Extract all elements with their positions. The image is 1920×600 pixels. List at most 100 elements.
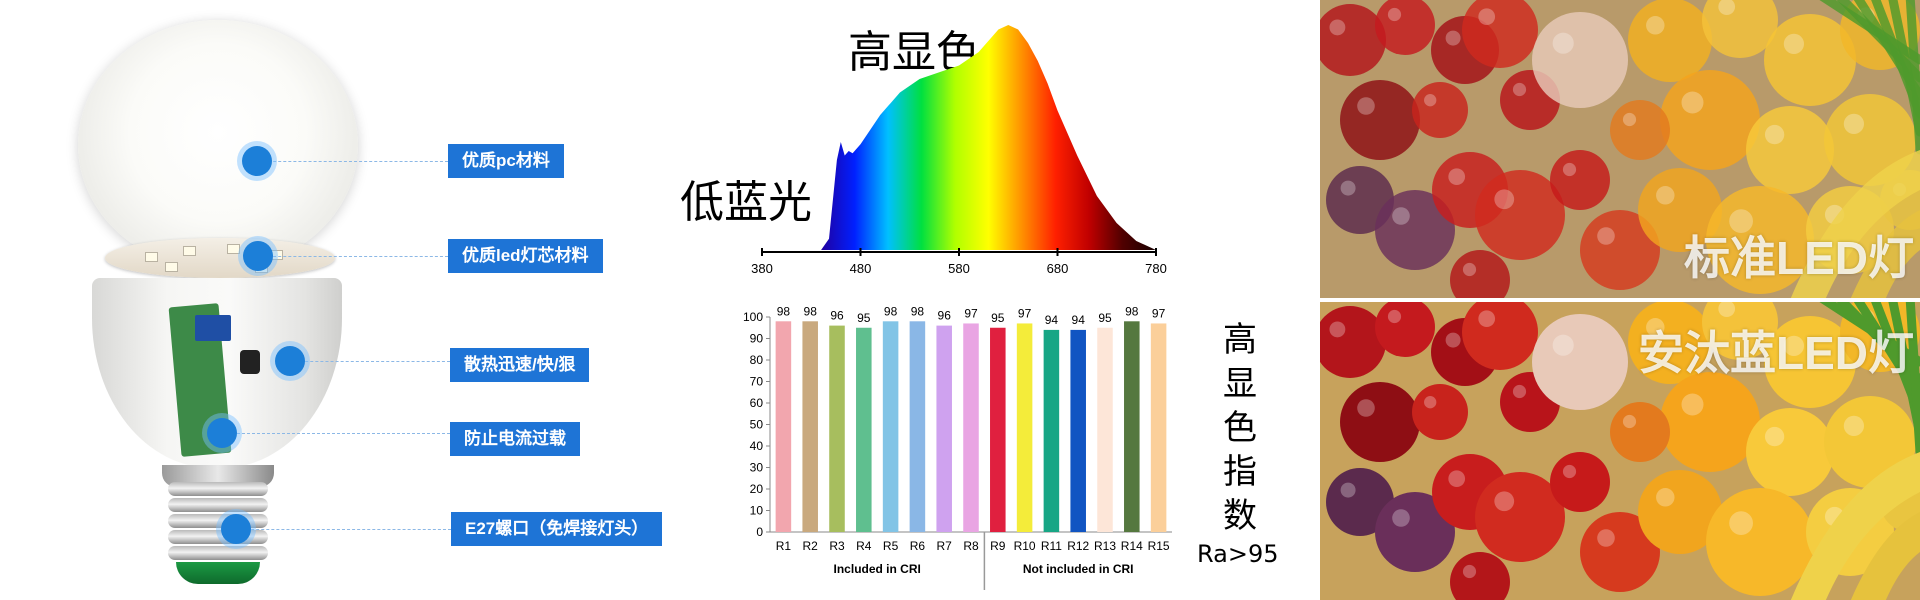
bar-r13 (1097, 327, 1113, 532)
callout-dot (207, 418, 237, 448)
callout-heat-dissipation: 散热迅速/快/狠 (450, 348, 590, 382)
y-tick-label: 10 (750, 504, 764, 518)
standard-led-label: 标准LED灯 (1684, 232, 1914, 284)
fruit-highlight (1424, 94, 1437, 107)
cri-vertical-title: 高显色指数 (1223, 320, 1257, 536)
fruit-highlight (1718, 0, 1736, 16)
banana (1790, 452, 1920, 600)
fruit-highlight (1552, 334, 1574, 356)
fruit-photo-antailan-led: 安汰蓝LED灯 (1320, 302, 1920, 600)
category-label: R5 (883, 539, 899, 553)
fruit-shape (1375, 492, 1455, 572)
fruit-shape (1706, 488, 1814, 596)
x-tick-label: 380 (751, 261, 773, 276)
green-bean (1905, 0, 1920, 155)
fruit-highlight (1681, 91, 1704, 114)
fruit-shape (1746, 106, 1834, 194)
green-bean (1905, 302, 1920, 457)
fruit-shape (1660, 70, 1760, 170)
fruit-highlight (1622, 414, 1637, 429)
bar-value-label: 98 (884, 304, 898, 318)
fruit-shape (1824, 94, 1916, 186)
fruit-highlight (1392, 509, 1410, 527)
spectrum-chart: 380 480 580 680 780 (751, 25, 1167, 276)
antailan-led-label: 安汰蓝LED灯 (1638, 327, 1914, 379)
fruit-shape (1475, 170, 1565, 260)
category-label: R4 (856, 539, 872, 553)
callout-dot (242, 146, 272, 176)
x-tick-label: 480 (850, 261, 872, 276)
fruit-shape (1532, 314, 1628, 410)
y-tick-label: 100 (743, 310, 763, 324)
low-blue-heading: 低蓝光 (680, 177, 812, 228)
bar-value-label: 98 (777, 304, 791, 318)
leader-line (290, 361, 450, 362)
bar-value-label: 94 (1072, 313, 1086, 327)
y-tick-label: 40 (750, 439, 764, 453)
fruit-shape (1702, 302, 1778, 360)
bar-value-label: 94 (1045, 313, 1059, 327)
fruit-highlight (1478, 310, 1496, 328)
fruit-highlight (1392, 207, 1410, 225)
bar-r11 (1043, 329, 1060, 532)
screw-thread (168, 498, 268, 512)
screw-thread (168, 482, 268, 496)
category-label: R8 (963, 539, 979, 553)
fruit-highlight (1448, 168, 1466, 186)
fruit-highlight (1512, 82, 1527, 97)
fruit-highlight (1387, 7, 1402, 22)
fruit-highlight (1478, 8, 1496, 26)
fruit-shape (1462, 302, 1538, 370)
fruit-highlight (1424, 396, 1437, 409)
fruit-highlight (1329, 19, 1346, 36)
fruit-shape (1638, 470, 1722, 554)
x-tick-label: 780 (1145, 261, 1167, 276)
bar-value-label: 98 (911, 304, 925, 318)
fruit-shape (1412, 384, 1468, 440)
fruit-shape (1580, 512, 1660, 592)
fruit-highlight (1340, 482, 1356, 498)
bar-r4 (856, 327, 872, 532)
led-board (105, 238, 335, 278)
bulb-contact-tip (176, 562, 260, 584)
transformer (195, 315, 231, 341)
bar-value-label: 96 (830, 309, 844, 323)
bar-value-label: 95 (1098, 311, 1112, 325)
fruit-shape (1550, 452, 1610, 512)
bar-r9 (990, 327, 1006, 532)
fruit-shape (1340, 80, 1420, 160)
banana (1850, 512, 1920, 600)
callout-led-core: 优质led灯芯材料 (448, 239, 603, 273)
capacitor (240, 350, 260, 374)
y-tick-label: 60 (750, 396, 764, 410)
fruit-shape (1475, 472, 1565, 562)
fruit-highlight (1340, 180, 1356, 196)
fruit-shape (1326, 468, 1394, 536)
bar-r2 (802, 321, 818, 532)
category-label: R14 (1121, 539, 1143, 553)
fruit-shape (1706, 186, 1814, 294)
fruit-highlight (1597, 227, 1615, 245)
category-label: R15 (1148, 539, 1170, 553)
fruit-shape (1532, 12, 1628, 108)
category-label: R7 (937, 539, 953, 553)
fruit-highlight (1357, 97, 1375, 115)
bar-r5 (882, 321, 899, 532)
fruit-shape (1326, 166, 1394, 234)
category-label: R2 (803, 539, 819, 553)
bar-r8 (963, 323, 979, 532)
bar-value-label: 98 (804, 304, 818, 318)
category-label: R3 (829, 539, 845, 553)
fruit-shape (1320, 306, 1386, 378)
category-label: R12 (1067, 539, 1089, 553)
led-chip (227, 244, 240, 254)
fruit-shape (1375, 190, 1455, 270)
fruit-shape (1580, 210, 1660, 290)
group-label: Included in CRI (834, 562, 921, 576)
fruit-shape (1638, 168, 1722, 252)
screw-thread (168, 514, 268, 528)
screw-thread (168, 530, 268, 544)
fruit-shape (1375, 302, 1435, 357)
fruit-highlight (1729, 511, 1753, 535)
bulb-diagram: 优质pc材料 优质led灯芯材料 散热迅速/快/狠 防止电流过载 E27螺口（免… (0, 0, 700, 600)
